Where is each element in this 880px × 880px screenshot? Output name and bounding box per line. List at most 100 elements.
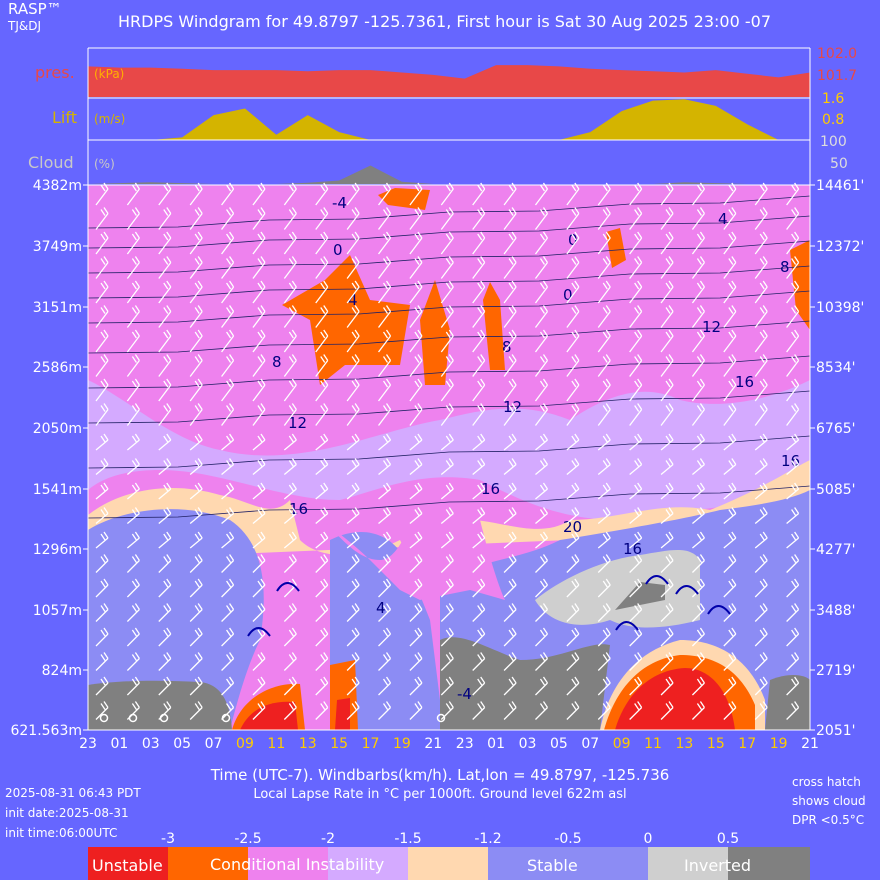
wind-barb [629, 207, 643, 230]
wind-barb [723, 256, 737, 279]
wind-barb [472, 578, 486, 598]
lapse-inverted-patch [615, 582, 665, 610]
x-tick-label: 07 [205, 736, 223, 752]
wind-barb [723, 280, 737, 304]
wind-barb [503, 182, 517, 206]
wind-barb [126, 603, 140, 622]
wind-barb [95, 403, 109, 426]
x-tick-label: 17 [738, 736, 756, 752]
chart-title: HRDPS Windgram for 49.8797 -125.7361, Fi… [118, 12, 771, 31]
temp-contour-label: 0 [563, 286, 573, 304]
wind-barb [252, 280, 266, 304]
wind-barb [660, 403, 674, 426]
wind-barb [378, 676, 392, 696]
wind-barb [472, 256, 486, 279]
wind-barb [189, 207, 203, 230]
wind-barb [95, 652, 109, 671]
wind-barb [315, 305, 329, 328]
wind-barb [660, 433, 674, 451]
wind-barb [158, 182, 172, 206]
wind-barb [723, 507, 737, 524]
wind-barb [346, 507, 360, 524]
x-tick-label: 11 [267, 736, 285, 752]
wind-barb [95, 554, 109, 573]
wind-barb [440, 256, 454, 279]
lapse-rate-caption: Local Lapse Rate in °C per 1000ft. Groun… [253, 787, 627, 802]
legend-band [488, 847, 648, 880]
wind-barb [346, 433, 360, 451]
wind-barb [221, 507, 235, 524]
wind-barb [221, 280, 235, 304]
x-tick-label: 23 [456, 736, 474, 752]
wind-barb [440, 182, 454, 206]
wind-barb [346, 182, 360, 206]
wind-barb [535, 482, 549, 500]
wind-barb [472, 531, 486, 549]
wind-barb [754, 676, 768, 696]
wind-barb [692, 482, 705, 500]
wind-barb [409, 182, 423, 206]
wind-barb [597, 507, 611, 524]
wind-barb [346, 701, 360, 720]
wind-barb [126, 531, 140, 549]
wind-barb [534, 329, 549, 353]
wind-barb [503, 378, 517, 402]
wind-barb [378, 207, 392, 230]
lapse-inverted-light [535, 550, 700, 628]
temp-contour-label: 12 [288, 414, 307, 432]
wind-barb [472, 329, 486, 353]
wind-barb [158, 231, 172, 255]
wind-barb [189, 554, 203, 573]
wind-barb [283, 554, 297, 573]
wind-barb [692, 531, 705, 549]
wind-barb [660, 482, 674, 500]
temp-contour-label: 4 [376, 599, 386, 617]
wind-barb [786, 578, 800, 598]
wind-barb [535, 507, 549, 524]
wind-barb [629, 378, 643, 402]
wind-barb [378, 305, 392, 328]
wind-barb [189, 305, 203, 328]
wind-barb [158, 354, 172, 377]
lift-area [88, 99, 810, 140]
wind-barb [691, 676, 705, 696]
wind-barb [440, 676, 454, 696]
wind-barb [158, 378, 172, 402]
wind-barb [629, 578, 643, 598]
upper-instability-e [606, 228, 626, 268]
wind-barb [503, 329, 517, 353]
wind-barb [503, 507, 517, 524]
wind-barb [566, 676, 580, 696]
wind-barb [503, 627, 517, 647]
wind-barb [95, 482, 109, 500]
temp-contour [87, 265, 811, 299]
wind-barb [786, 603, 800, 622]
temp-contour-label: 8 [502, 338, 512, 356]
pressure-tick: 102.0 [817, 46, 857, 62]
wind-barb [189, 701, 203, 720]
temp-contour [87, 355, 811, 389]
wind-barb [252, 482, 266, 500]
wind-barb [95, 256, 109, 279]
wind-barb [440, 627, 454, 647]
wind-barb [566, 701, 580, 720]
wind-barb [754, 433, 768, 451]
x-tick-label: 21 [424, 736, 442, 752]
wind-barb [409, 354, 423, 377]
wind-barb [409, 256, 423, 279]
x-tick-label: 03 [519, 736, 537, 752]
wind-barb [283, 378, 297, 402]
wind-barb [723, 433, 737, 451]
wind-barb [503, 207, 517, 230]
wind-barb [283, 507, 297, 524]
wind-barb [472, 354, 486, 377]
brand-sub-label: TJ&DJ [8, 19, 42, 33]
wind-barb [629, 554, 643, 573]
lapse-inverted-left [88, 680, 232, 730]
wind-barb [566, 507, 580, 524]
wind-barb [378, 231, 392, 255]
wind-barb [126, 256, 140, 279]
wind-barb [346, 231, 360, 255]
wind-barb [472, 554, 486, 573]
